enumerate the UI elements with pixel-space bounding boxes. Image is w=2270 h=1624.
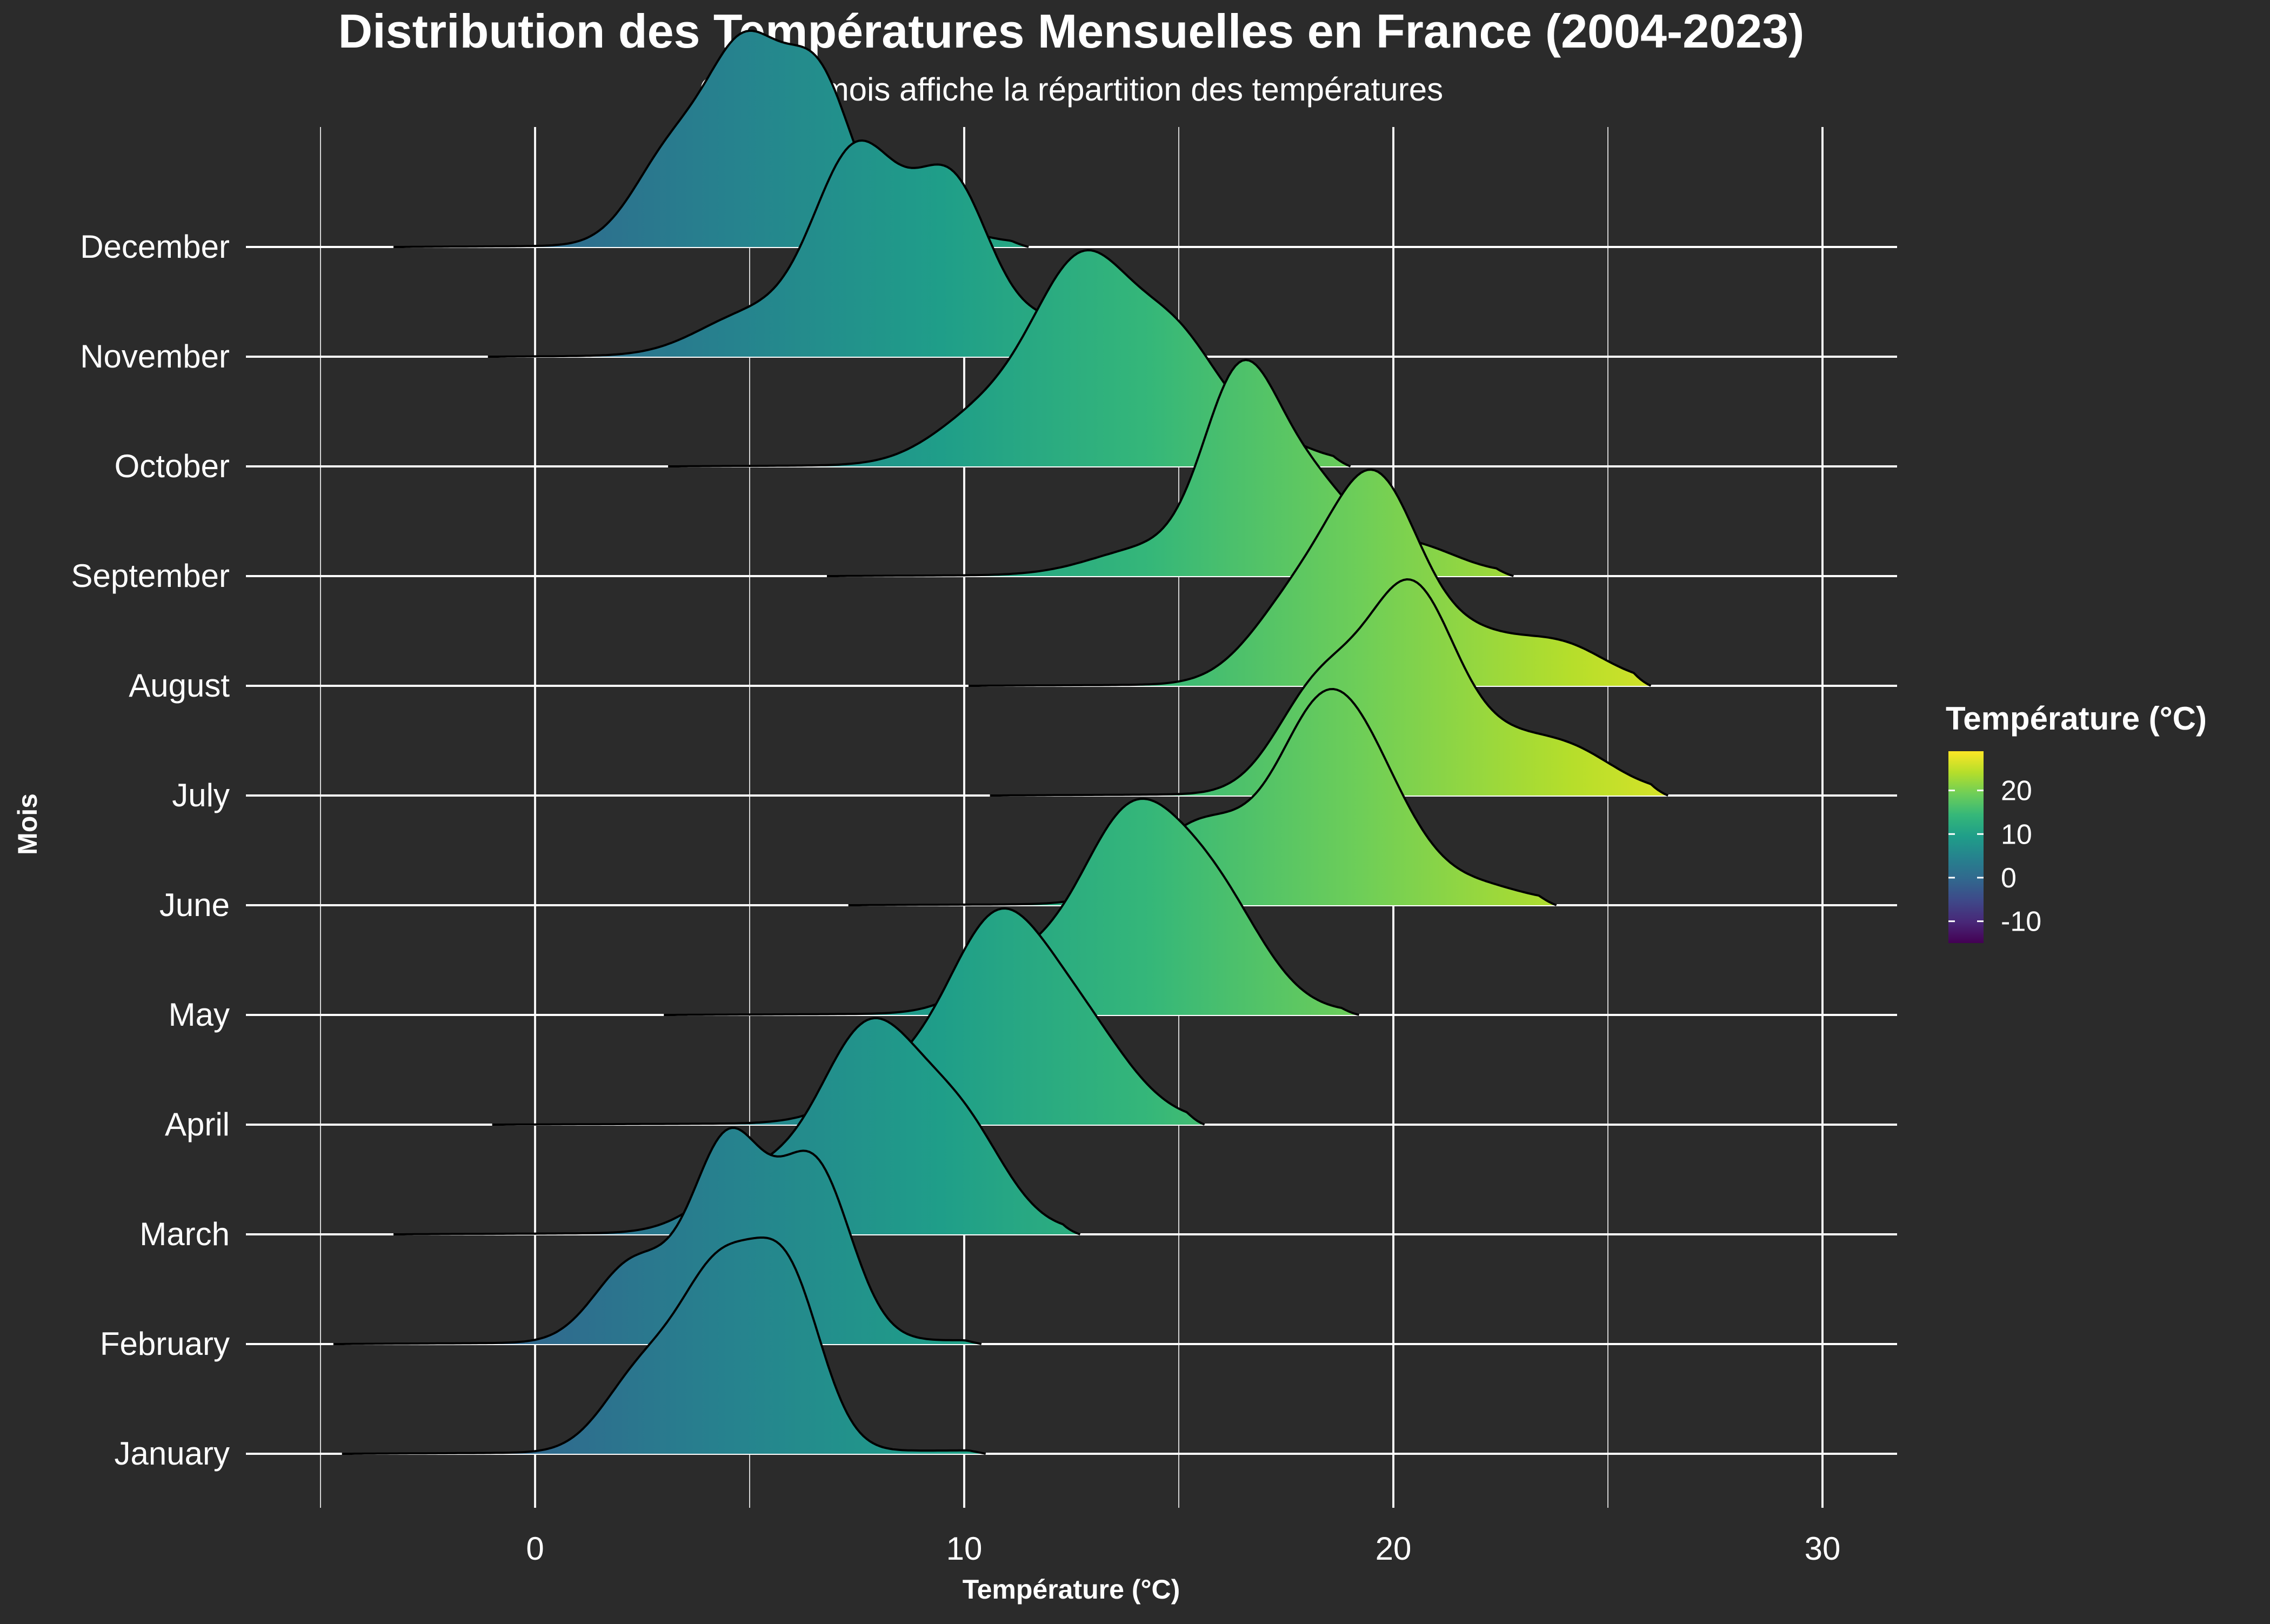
- ridge-fill: [848, 689, 1557, 905]
- ridge-outline: [488, 139, 1145, 358]
- ridges: [333, 30, 1669, 1455]
- x-tick-label: 0: [526, 1531, 544, 1567]
- legend-tick-label: 10: [2001, 819, 2032, 850]
- ridge-fill: [664, 799, 1359, 1015]
- ridge-fill: [488, 141, 1145, 357]
- chart-title: Distribution des Températures Mensuelles…: [338, 4, 1805, 58]
- x-tick-label: 20: [1376, 1531, 1412, 1567]
- legend-tick-label: -10: [2001, 906, 2041, 938]
- legend-colorbar: [1948, 751, 1984, 943]
- month-labels: January February March April May June July Augu…: [71, 229, 230, 1472]
- ridge-fill: [668, 250, 1351, 466]
- legend-tick-label: 20: [2001, 776, 2032, 807]
- x-tick-label: 10: [946, 1531, 983, 1567]
- month-label: August: [129, 667, 230, 704]
- x-tick-label: 30: [1805, 1531, 1841, 1567]
- month-label: November: [80, 338, 230, 375]
- month-label: July: [172, 777, 230, 813]
- month-label: March: [139, 1216, 230, 1252]
- month-label: September: [71, 558, 230, 594]
- ridge-outline: [990, 578, 1669, 797]
- month-label: December: [80, 229, 230, 265]
- ridge-fill: [393, 1018, 1080, 1234]
- ridge-fill: [968, 470, 1651, 686]
- month-label: June: [159, 887, 230, 923]
- ridge-outline: [848, 688, 1557, 906]
- color-legend: Température (°C) 20 10 0 -10: [1946, 700, 2207, 943]
- x-tick-labels: 0 10 20 30: [526, 1531, 1840, 1567]
- x-axis-title: Température (°C): [963, 1574, 1180, 1605]
- ridge-fill: [333, 1128, 982, 1344]
- ridge-fill: [990, 579, 1668, 796]
- legend-title: Température (°C): [1946, 700, 2207, 737]
- y-axis-title: Mois: [12, 793, 43, 855]
- month-label: February: [100, 1326, 230, 1362]
- ridge-fill: [342, 1238, 986, 1454]
- month-label: October: [115, 448, 230, 484]
- month-label: April: [165, 1106, 230, 1142]
- ridge-outline: [968, 469, 1652, 687]
- month-label: May: [169, 997, 230, 1033]
- ridge-fill: [492, 908, 1205, 1125]
- legend-tick-label: 0: [2001, 863, 2017, 894]
- ridge-outline: [333, 1127, 982, 1345]
- ridge-outline: [342, 1237, 986, 1455]
- month-label: January: [115, 1435, 230, 1472]
